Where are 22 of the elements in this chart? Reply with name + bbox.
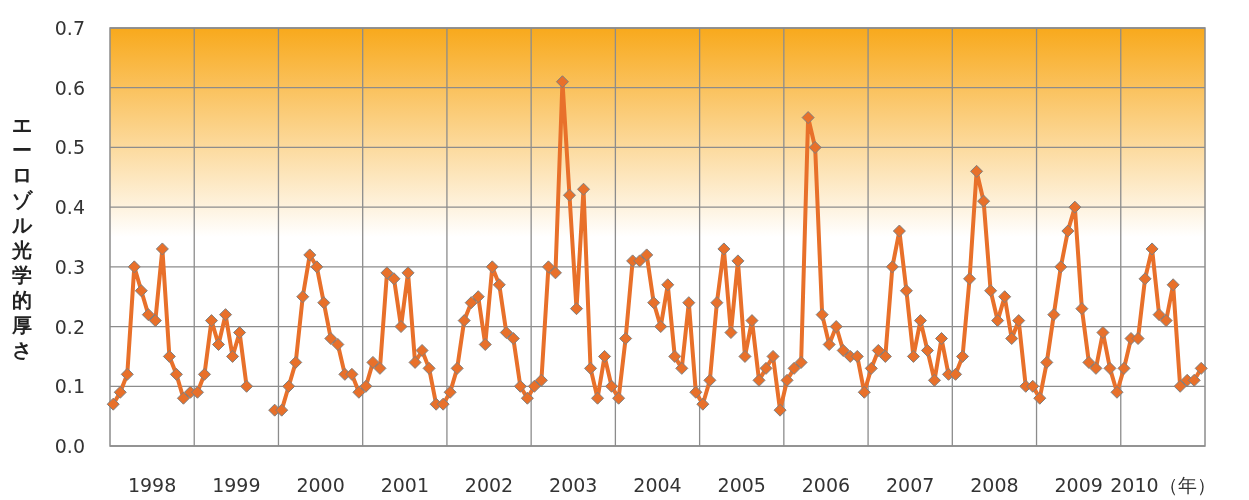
y-tick-label: 0.5 (54, 136, 85, 159)
x-tick-label: 2002 (464, 474, 514, 496)
x-tick-label: 2005 (717, 474, 766, 496)
y-tick-label: 0.7 (54, 17, 85, 39)
x-tick-label: 2000 (296, 474, 345, 496)
y-tick-label: 0.2 (54, 315, 85, 338)
x-tick-label: 2008 (970, 474, 1019, 496)
x-tick-label: 2003 (549, 474, 598, 496)
y-tick-label: 0.0 (54, 435, 85, 457)
y-tick-label: 0.4 (54, 196, 85, 219)
x-tick-label: 2007 (886, 474, 935, 496)
x-tick-label: 2004 (633, 474, 682, 496)
x-tick-label: 1998 (127, 474, 177, 496)
y-tick-label: 0.3 (54, 255, 85, 278)
x-tick-label: 1999 (212, 474, 261, 496)
x-tick-label: 2001 (380, 474, 429, 496)
text: エーロゾル光学的厚さ (12, 112, 32, 362)
x-tick-label: 2010（年） (1110, 474, 1216, 496)
x-tick-label: 2006 (801, 474, 851, 496)
y-tick-label: 0.6 (54, 76, 85, 99)
x-tick-label: 2009 (1054, 474, 1103, 496)
y-tick-label: 0.1 (54, 375, 85, 398)
